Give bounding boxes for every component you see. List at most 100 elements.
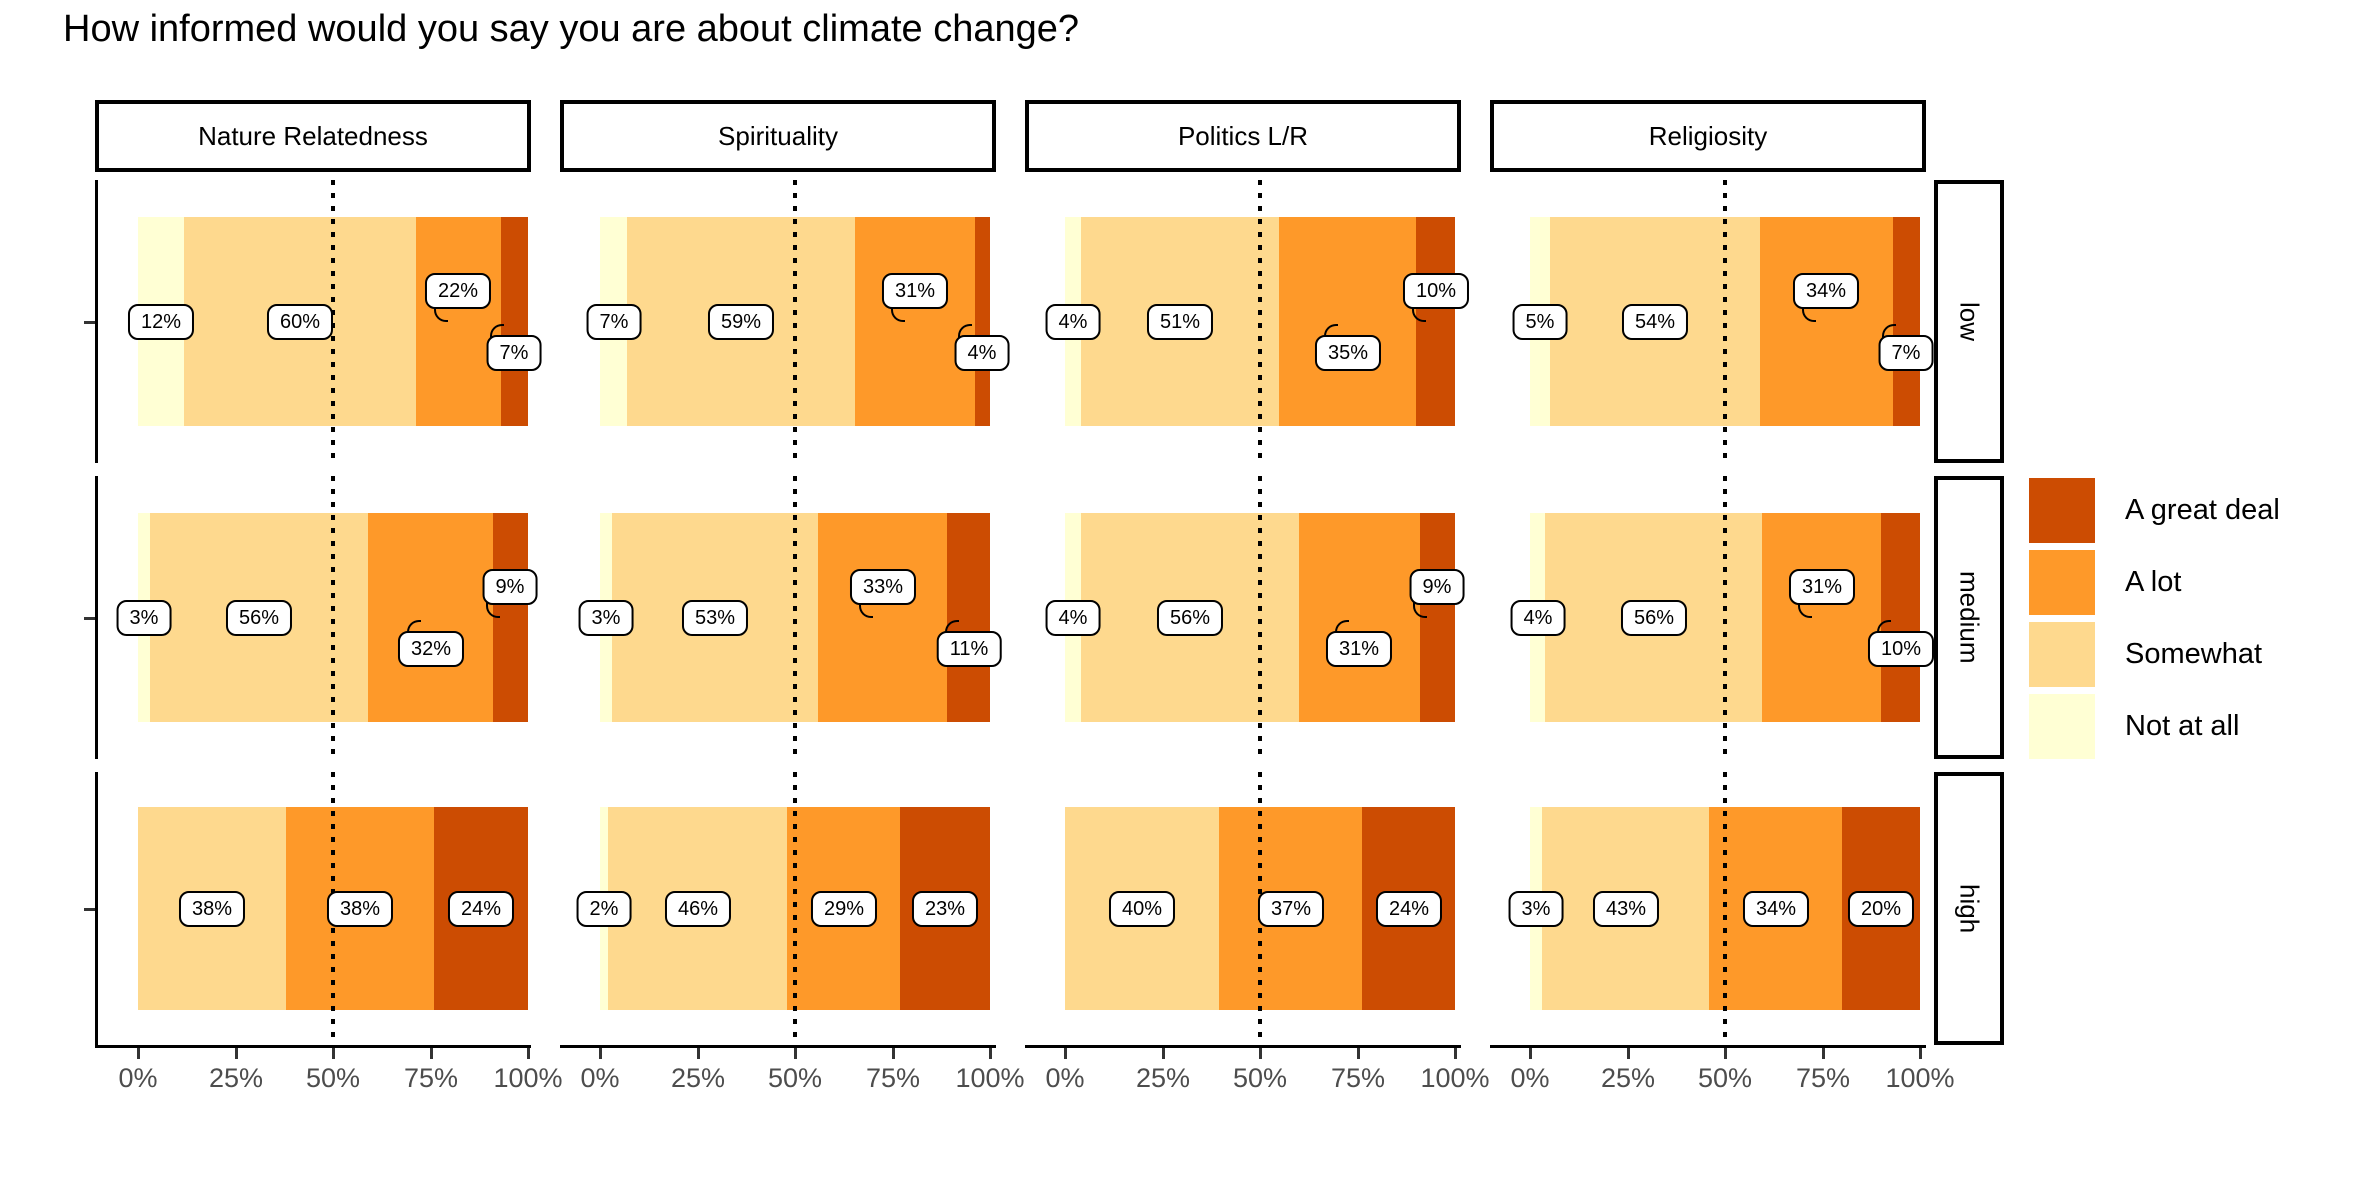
value-label: 60%	[266, 304, 334, 340]
value-label: 3%	[116, 600, 172, 636]
x-axis-line	[1490, 1045, 1926, 1048]
facet-row-strip-label: low	[1954, 301, 1985, 341]
value-label: 32%	[397, 631, 465, 667]
x-axis-tick-label: 25%	[1135, 1063, 1191, 1093]
legend-swatch-not-at-all	[2029, 694, 2095, 759]
facet-panel-medium-politics-l-r: 4% 56% 31% 9%	[1025, 476, 1465, 759]
facet-row-strip-label: high	[1954, 883, 1985, 934]
label-leader-line	[958, 324, 972, 341]
x-axis-tick	[1259, 1048, 1262, 1059]
x-axis-line	[560, 1045, 996, 1048]
facet-row-strip-low: low	[1934, 180, 2004, 463]
facet-row-strip-medium: medium	[1934, 476, 2004, 759]
x-axis-tick-label: 100%	[1885, 1063, 1955, 1093]
legend-swatch-a-lot	[2029, 550, 2095, 615]
value-label: 2%	[576, 891, 632, 927]
legend-swatch-somewhat	[2029, 622, 2095, 687]
bar-segment-a-lot	[416, 216, 501, 427]
reference-line-50pct	[793, 476, 797, 759]
value-label: 3%	[1508, 891, 1564, 927]
bar-segment-a-lot	[368, 512, 493, 723]
label-leader-line	[1877, 620, 1891, 637]
x-axis-tick-label: 75%	[1795, 1063, 1851, 1093]
x-axis-tick-label: 50%	[1232, 1063, 1288, 1093]
reference-line-50pct	[793, 772, 797, 1045]
facet-column-strip-spirituality: Spirituality	[560, 100, 996, 172]
x-axis-tick	[1064, 1048, 1067, 1059]
value-label: 37%	[1257, 891, 1325, 927]
bar-segment-a-lot	[1761, 512, 1882, 723]
x-axis-tick	[1357, 1048, 1360, 1059]
facet-row-strip-label: medium	[1954, 571, 1985, 664]
legend-label-a-great-deal: A great deal	[2125, 494, 2280, 526]
y-axis-tick	[84, 617, 95, 620]
x-axis-tick	[1454, 1048, 1457, 1059]
value-label: 4%	[1045, 304, 1101, 340]
facet-row-strip-high: high	[1934, 772, 2004, 1045]
bar-segment-a-lot	[854, 216, 975, 427]
x-axis-tick-label: 100%	[493, 1063, 563, 1093]
facet-panel-medium-nature-relatedness: 3% 56% 32% 9%	[84, 476, 538, 759]
value-label: 10%	[1402, 273, 1470, 309]
x-axis-line	[95, 1045, 531, 1048]
facet-panel-high-religiosity: 3% 43% 34% 20% 0% 25% 50% 75% 100%	[1490, 772, 1955, 1093]
x-axis-tick	[527, 1048, 530, 1059]
facet-panel-low-politics-l-r: 4% 51% 35% 10%	[1025, 180, 1470, 463]
reference-line-50pct	[1258, 476, 1262, 759]
value-label: 24%	[447, 891, 515, 927]
x-axis-tick-label: 25%	[208, 1063, 264, 1093]
reference-line-50pct	[1723, 180, 1727, 463]
x-axis-tick-label: 0%	[580, 1063, 620, 1093]
value-label: 33%	[849, 569, 917, 605]
reference-line-50pct	[793, 180, 797, 463]
value-label: 11%	[936, 631, 1002, 667]
bar-segment-a-lot	[1279, 216, 1416, 427]
value-label: 56%	[1620, 600, 1688, 636]
label-leader-line	[1882, 324, 1896, 341]
x-axis-line	[1025, 1045, 1461, 1048]
label-leader-line	[486, 601, 500, 618]
x-axis-tick	[599, 1048, 602, 1059]
value-label: 34%	[1742, 891, 1810, 927]
legend-swatch-a-great-deal	[2029, 478, 2095, 543]
x-axis-tick	[697, 1048, 700, 1059]
label-leader-line	[407, 620, 421, 637]
label-leader-line	[1802, 305, 1816, 322]
label-leader-line	[1335, 620, 1349, 637]
reference-line-50pct	[331, 180, 335, 463]
value-label: 51%	[1146, 304, 1214, 340]
chart-title: How informed would you say you are about…	[63, 8, 1080, 50]
bar-segment-a-great-deal	[1892, 216, 1920, 427]
reference-line-50pct	[1723, 772, 1727, 1045]
x-axis-tick-label: 50%	[305, 1063, 361, 1093]
label-leader-line	[1412, 305, 1426, 322]
y-axis-tick	[84, 321, 95, 324]
bar-segment-a-great-deal	[974, 216, 990, 427]
x-axis-tick	[430, 1048, 433, 1059]
x-axis-tick-label: 50%	[767, 1063, 823, 1093]
label-leader-line	[1413, 601, 1427, 618]
facet-panel-medium-spirituality: 3% 53% 33% 11%	[560, 476, 1002, 759]
x-axis-tick	[794, 1048, 797, 1059]
facet-panel-medium-religiosity: 4% 56% 31% 10%	[1490, 476, 1935, 759]
value-label: 43%	[1592, 891, 1660, 927]
facet-panel-low-spirituality: 7% 59% 31% 4%	[560, 180, 1010, 463]
y-axis-tick	[84, 908, 95, 911]
value-label: 4%	[954, 335, 1010, 371]
legend-label-a-lot: A lot	[2125, 566, 2182, 598]
value-label: 5%	[1512, 304, 1568, 340]
bar-segment-a-great-deal	[947, 512, 990, 723]
value-label: 12%	[127, 304, 195, 340]
bar-segment-a-lot	[1760, 216, 1893, 427]
value-label: 40%	[1108, 891, 1176, 927]
value-label: 7%	[1878, 335, 1934, 371]
value-label: 54%	[1621, 304, 1689, 340]
x-axis-tick	[1162, 1048, 1165, 1059]
facet-panel-high-nature-relatedness: 38% 38% 24% 0% 25% 50% 75% 100%	[84, 772, 563, 1093]
x-axis-tick	[1822, 1048, 1825, 1059]
value-label: 3%	[578, 600, 634, 636]
x-axis-tick-label: 50%	[1697, 1063, 1753, 1093]
value-label: 9%	[482, 569, 538, 605]
facet-column-strip-nature-relatedness: Nature Relatedness	[95, 100, 531, 172]
